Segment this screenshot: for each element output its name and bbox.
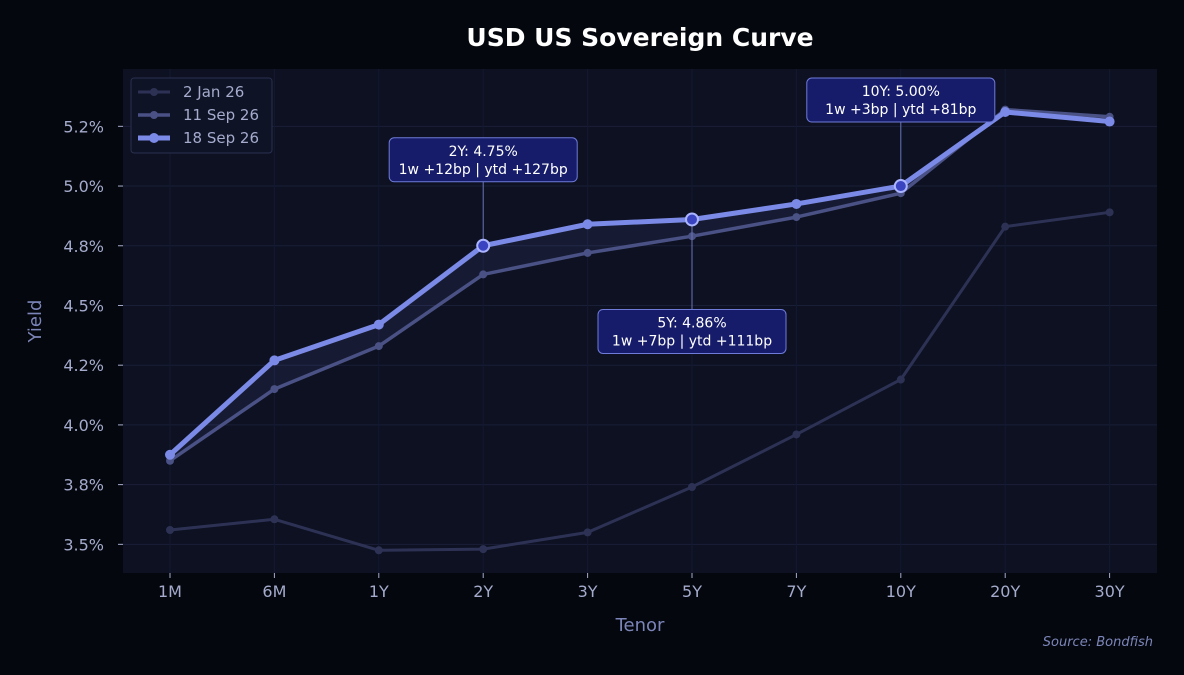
y-tick-label: 4.0% bbox=[63, 416, 104, 435]
x-tick-label: 10Y bbox=[886, 582, 916, 601]
legend: 2 Jan 26 11 Sep 26 18 Sep 26 bbox=[130, 77, 273, 154]
x-axis-label: Tenor bbox=[615, 615, 665, 636]
annotation-text: 1w +3bp | ytd +81bp bbox=[825, 102, 976, 118]
data-point bbox=[791, 198, 802, 209]
legend-label: 2 Jan 26 bbox=[183, 83, 244, 101]
data-point bbox=[270, 385, 279, 394]
data-point bbox=[688, 483, 696, 492]
data-point bbox=[374, 342, 383, 351]
series-2-jan-26 bbox=[166, 208, 1114, 555]
annotation-box bbox=[597, 308, 787, 354]
legend-label: 11 Sep 26 bbox=[183, 106, 259, 124]
y-tick-label: 3.8% bbox=[63, 476, 104, 495]
data-point bbox=[582, 219, 593, 230]
annotation-text: 10Y: 5.00% bbox=[862, 84, 940, 100]
annotation-text: 5Y: 4.86% bbox=[657, 315, 726, 331]
source-note: Source: Bondfish bbox=[1043, 635, 1153, 650]
x-tick-label: 5Y bbox=[682, 582, 702, 601]
annotation-2y: 2Y: 4.75% 1w +12bp | ytd +127bp bbox=[388, 137, 578, 253]
data-point bbox=[1105, 208, 1114, 217]
x-tick-label: 2Y bbox=[473, 582, 493, 601]
data-point bbox=[479, 270, 488, 279]
series-line bbox=[168, 210, 1112, 552]
annotation-5y: 5Y: 4.86% 1w +7bp | ytd +111bp bbox=[597, 212, 787, 354]
y-axis-ticks: 3.5% 3.8% 4.0% 4.2% 4.5% 4.8% 5.0% 5.2% bbox=[63, 117, 123, 554]
annotation-10y: 10Y: 5.00% 1w +3bp | ytd +81bp bbox=[806, 77, 996, 194]
data-point bbox=[896, 375, 905, 384]
annotation-text: 1w +12bp | ytd +127bp bbox=[399, 162, 568, 178]
data-point bbox=[269, 355, 280, 366]
legend-item: 2 Jan 26 bbox=[138, 83, 244, 101]
highlight-marker bbox=[893, 179, 908, 194]
legend-label: 18 Sep 26 bbox=[183, 129, 259, 147]
x-tick-label: 20Y bbox=[990, 582, 1020, 601]
y-tick-label: 4.5% bbox=[63, 296, 104, 315]
x-tick-label: 1Y bbox=[369, 582, 389, 601]
data-point bbox=[1104, 116, 1115, 127]
data-point bbox=[479, 545, 488, 554]
x-tick-label: 30Y bbox=[1095, 582, 1125, 601]
legend-swatch-marker bbox=[149, 133, 159, 143]
legend-item: 18 Sep 26 bbox=[138, 129, 259, 147]
data-point bbox=[1000, 106, 1011, 117]
data-point bbox=[166, 526, 174, 535]
y-tick-label: 5.2% bbox=[63, 117, 104, 136]
annotations: 2Y: 4.75% 1w +12bp | ytd +127bp 5Y: 4.86% 1… bbox=[388, 77, 996, 354]
highlight-marker bbox=[476, 238, 491, 253]
annotation-text: 2Y: 4.75% bbox=[449, 144, 518, 160]
annotation-box bbox=[388, 137, 578, 183]
legend-item: 11 Sep 26 bbox=[138, 106, 259, 124]
y-axis-label: Yield bbox=[25, 300, 46, 344]
legend-box bbox=[130, 77, 273, 154]
data-point bbox=[792, 213, 801, 222]
series-line bbox=[167, 109, 1113, 458]
annotation-text: 1w +7bp | ytd +111bp bbox=[612, 333, 772, 349]
y-tick-label: 4.2% bbox=[63, 356, 104, 375]
annotation-box bbox=[806, 77, 996, 123]
y-tick-label: 3.5% bbox=[63, 535, 104, 554]
data-point bbox=[792, 430, 801, 439]
x-tick-label: 1M bbox=[158, 582, 182, 601]
data-point bbox=[583, 248, 592, 257]
data-point bbox=[270, 515, 279, 524]
x-axis-ticks: 1M 6M 1Y 2Y 3Y 5Y 7Y 10Y 20Y 30Y bbox=[158, 573, 1125, 601]
data-point bbox=[374, 546, 383, 555]
y-tick-label: 4.8% bbox=[63, 237, 104, 256]
series-lines bbox=[165, 105, 1115, 555]
highlight-marker bbox=[685, 212, 699, 227]
y-tick-label: 5.0% bbox=[63, 177, 104, 196]
data-point bbox=[373, 319, 384, 330]
chart-title: USD US Sovereign Curve bbox=[466, 23, 813, 52]
data-point bbox=[1001, 222, 1010, 231]
x-tick-label: 6M bbox=[262, 582, 286, 601]
data-point bbox=[165, 449, 175, 460]
x-tick-label: 3Y bbox=[578, 582, 598, 601]
legend-swatch-marker bbox=[150, 88, 158, 96]
series-18-sep-26 bbox=[165, 106, 1115, 460]
data-point bbox=[583, 528, 592, 537]
x-tick-label: 7Y bbox=[786, 582, 806, 601]
legend-swatch-marker bbox=[150, 111, 158, 119]
